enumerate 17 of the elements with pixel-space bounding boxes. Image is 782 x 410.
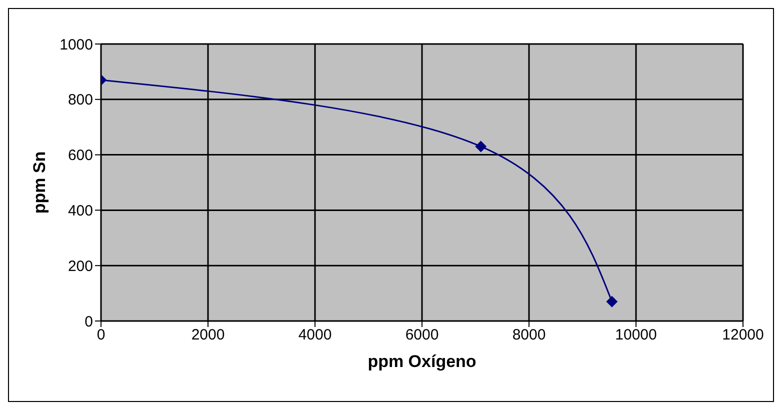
y-tick-label: 200 [68, 258, 93, 275]
x-tick-label: 8000 [512, 326, 546, 344]
x-tick-label: 0 [96, 326, 106, 344]
x-axis-title: ppm Oxígeno [368, 352, 476, 371]
x-tick-label: 2000 [191, 326, 225, 344]
y-tick-label: 600 [68, 147, 93, 164]
y-tick-label: 400 [68, 202, 93, 220]
point [606, 296, 618, 308]
x-tick-label: 4000 [298, 326, 332, 344]
y-tick-label: 0 [84, 313, 93, 330]
y-tick-label: 1000 [60, 36, 93, 54]
y-tick-label: 800 [68, 92, 93, 109]
point [475, 140, 486, 152]
y-axis-title: ppm Sn [30, 151, 50, 214]
x-tick-label: 12000 [722, 326, 764, 344]
x-tick-label: 10000 [615, 326, 657, 344]
x-tick-label: 6000 [405, 326, 439, 344]
